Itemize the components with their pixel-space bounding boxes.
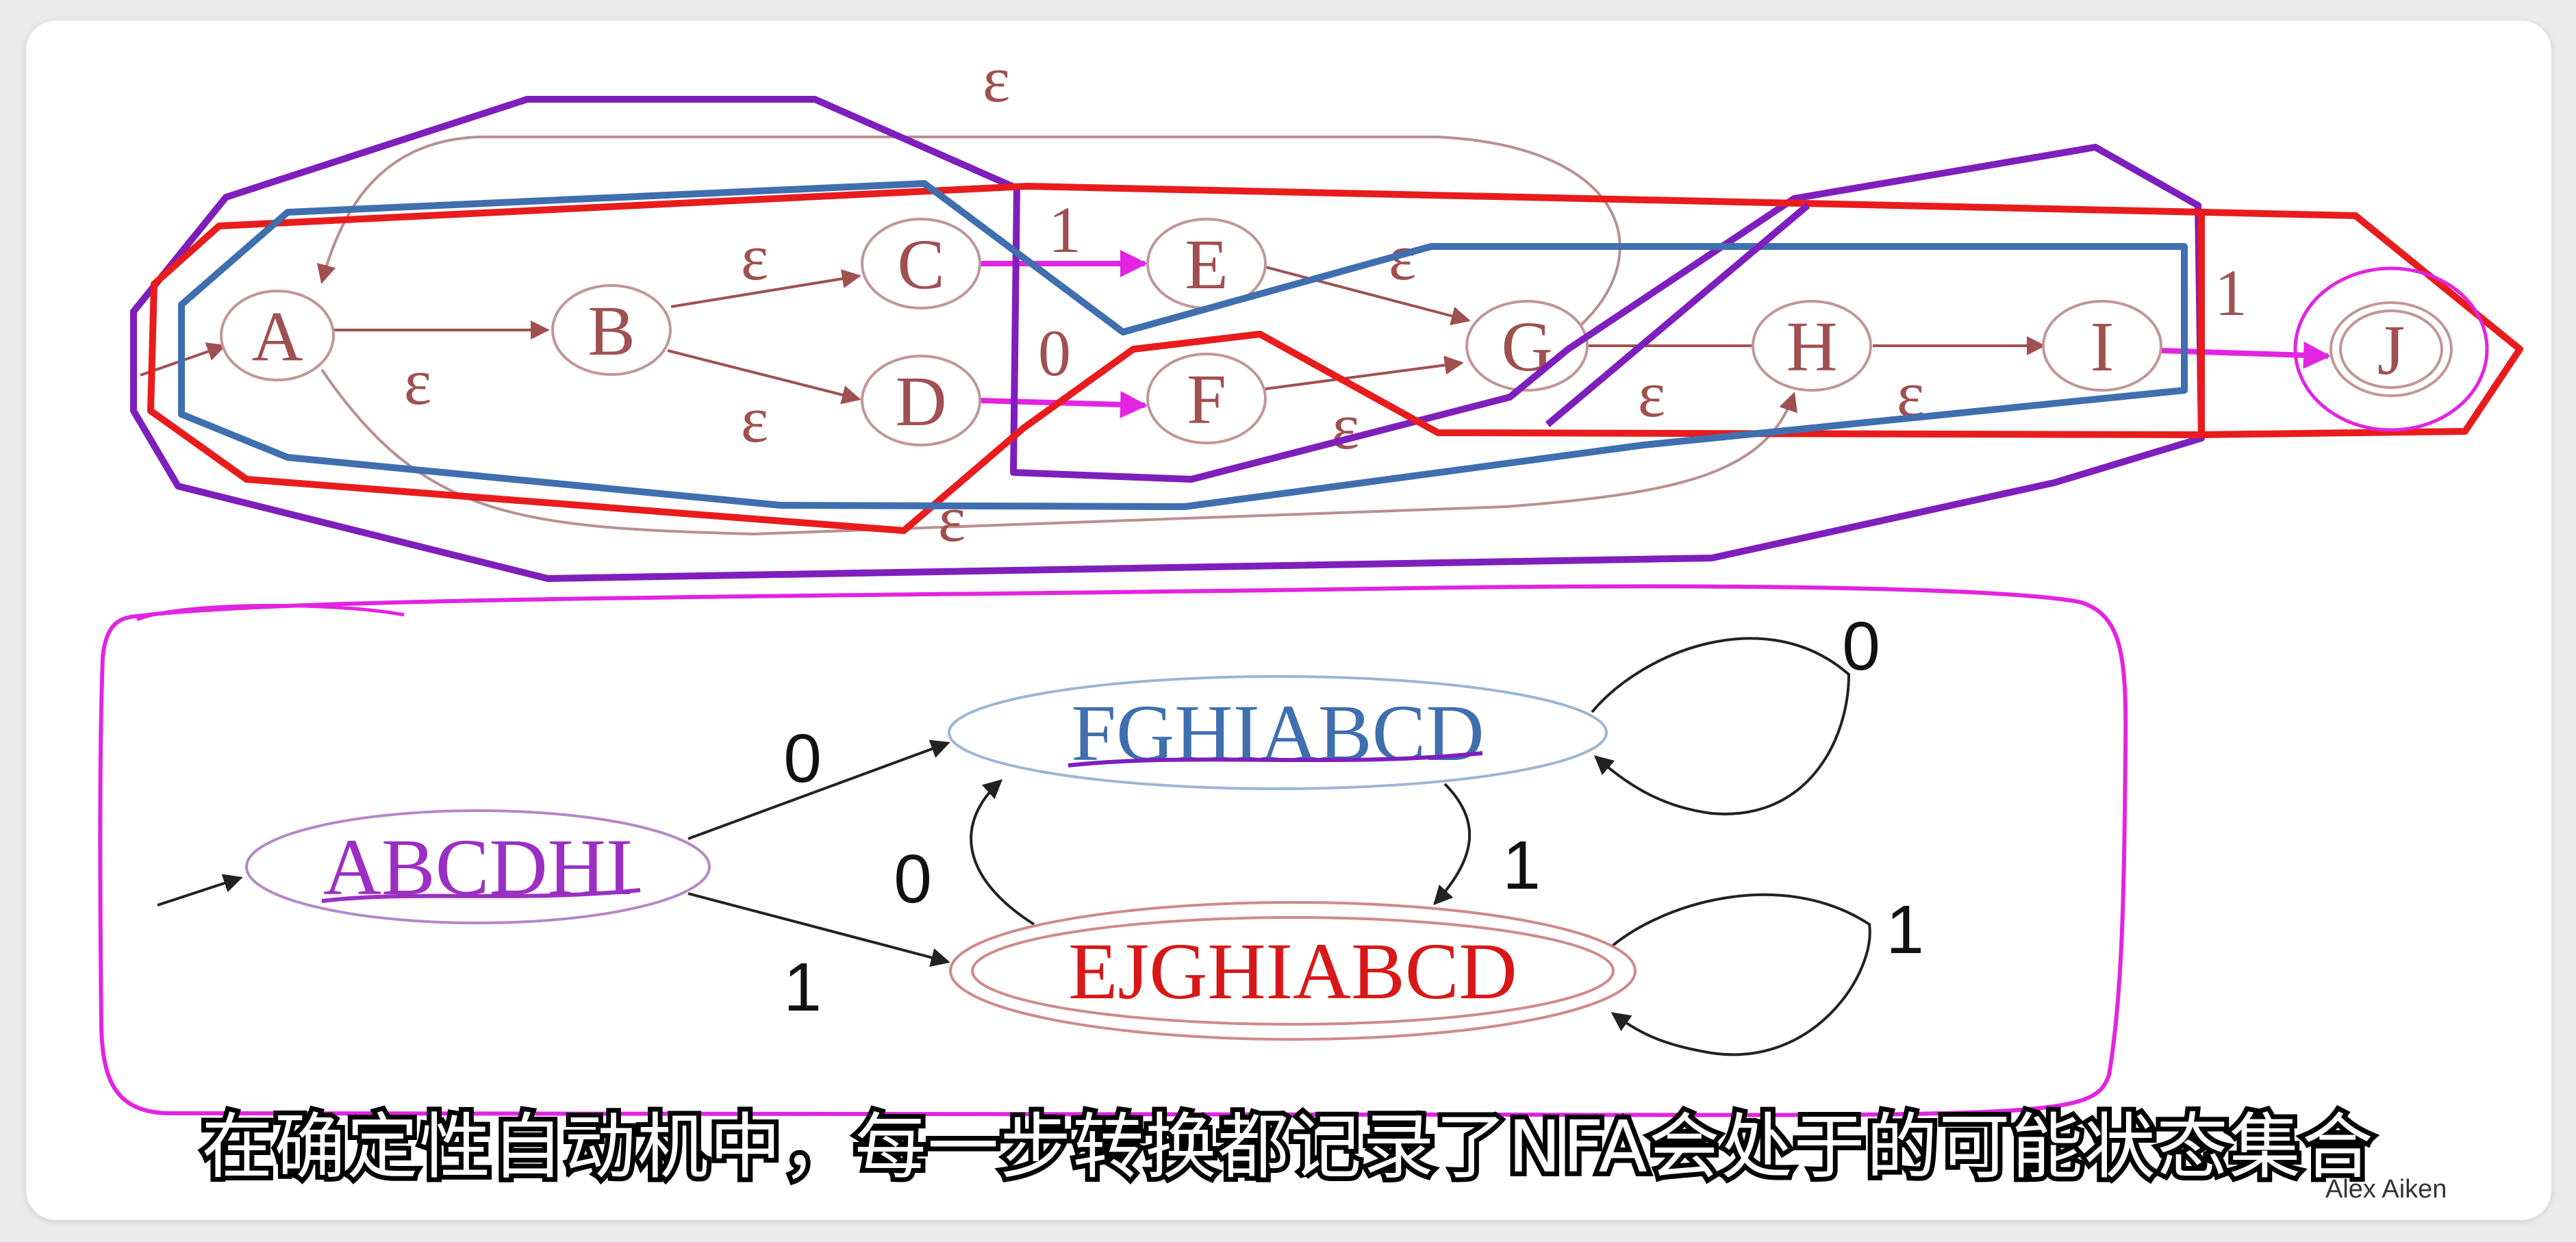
eps-label-g-h: ε <box>1638 357 1665 431</box>
dfa-label-fg-loop: 0 <box>1842 608 1880 685</box>
nfa-state-g-label: G <box>1501 307 1552 386</box>
purple-set-divider <box>1545 203 1810 427</box>
magenta-dfa-box <box>98 584 2128 1117</box>
nfa-state-h-label: H <box>1786 307 1837 386</box>
label-c-e-one: 1 <box>1048 193 1081 266</box>
nfa-state-e-label: E <box>1185 225 1228 304</box>
dfa-underlines <box>321 751 1483 903</box>
dfa-edge-fg-ej <box>1433 783 1472 906</box>
underline-abcdhi <box>321 888 641 903</box>
dfa-label-ej-fg: 0 <box>894 841 932 917</box>
label-d-f-zero: 0 <box>1038 316 1071 390</box>
dfa-start-arrow <box>157 874 243 907</box>
dfa-label-start-ej: 1 <box>783 949 822 1026</box>
nfa-state-a <box>220 290 335 381</box>
underline-fg <box>1068 751 1483 768</box>
eps-label-top: ε <box>983 42 1010 116</box>
nfa-state-h <box>1752 300 1872 392</box>
dfa-loop-ej <box>1604 893 1871 1056</box>
author-credit: Alex Aiken <box>2325 1175 2447 1204</box>
edge-b-c <box>670 269 861 308</box>
eps-label-b-c: ε <box>741 220 768 294</box>
nfa-state-d <box>861 355 981 446</box>
nfa-state-a-label: A <box>251 297 303 376</box>
edge-f-g <box>1265 355 1464 390</box>
dfa-label-fg-ej: 1 <box>1502 827 1541 904</box>
nfa-state-g <box>1465 300 1589 392</box>
nfa-state-b <box>551 284 672 376</box>
nfa-state-j-label: J <box>2377 311 2405 390</box>
dfa-edges <box>157 637 1871 1056</box>
dfa-edge-abcdhi-fg <box>687 739 950 840</box>
purple-set-left <box>130 96 2205 582</box>
nfa-state-j-inner <box>2339 309 2443 389</box>
red-set-start <box>147 183 2523 534</box>
label-i-j-one: 1 <box>2214 256 2247 329</box>
eps-label-a-b: ε <box>404 345 431 418</box>
edge-i-j <box>2160 341 2331 369</box>
dfa-edge-ej-fg <box>970 779 1035 926</box>
edge-e-g <box>1265 266 1471 326</box>
subtitle-caption: 在确定性自动机中，每一步转换都记录了NFA会处于的可能状态集合 <box>197 1100 2377 1193</box>
nfa-state-b-label: B <box>588 292 635 370</box>
dfa-state-ej-label: EJGHIABCD <box>1068 926 1517 1016</box>
blue-set <box>178 180 2188 510</box>
edge-g-to-a-epsilon <box>317 136 1621 347</box>
nfa-state-i-label: I <box>2091 307 2114 386</box>
nfa-state-f <box>1146 353 1267 444</box>
dfa-loop-fg <box>1591 637 1851 815</box>
nfa-state-i <box>2042 300 2162 392</box>
dfa-state-fg-label: FGHIABCD <box>1071 688 1484 778</box>
dfa-label-start-fg: 0 <box>783 720 822 797</box>
nfa-state-f-label: F <box>1187 360 1226 439</box>
nfa-state-d-label: D <box>895 362 946 441</box>
nfa-state-c <box>861 218 981 309</box>
dfa-state-ej-inner <box>971 916 1615 1026</box>
eps-label-f-g: ε <box>1332 390 1359 463</box>
magenta-dfa-stroke <box>136 603 405 622</box>
eps-label-b-d: ε <box>741 383 768 456</box>
edge-b-d <box>667 349 861 405</box>
magenta-accept-circle <box>2293 266 2489 432</box>
nfa-states <box>220 218 2453 446</box>
nfa-state-c-label: C <box>897 225 944 304</box>
dfa-label-ej-loop: 1 <box>1886 891 1924 968</box>
dfa-edge-abcdhi-ej <box>687 892 950 967</box>
set-outlines <box>98 96 2523 1117</box>
dfa-states <box>245 675 1637 1041</box>
